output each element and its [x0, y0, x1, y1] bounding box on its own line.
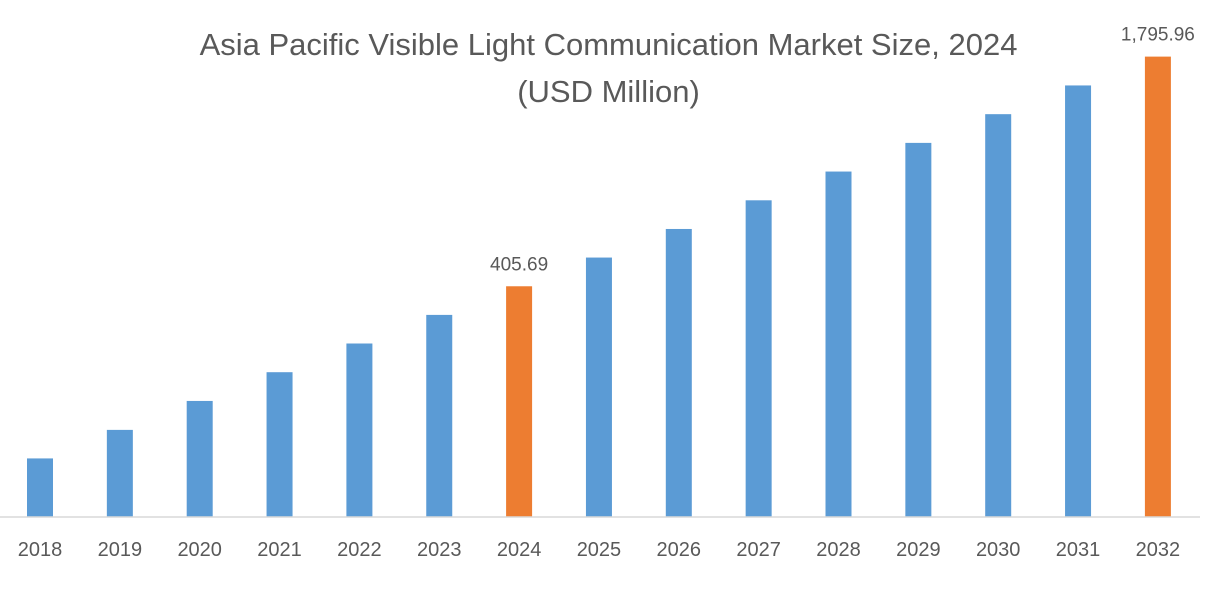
data-label-2024: 405.69 [490, 254, 548, 275]
x-tick-label: 2025 [577, 539, 622, 561]
bar-2022 [346, 343, 373, 517]
bar-2018 [27, 458, 53, 517]
x-tick-label: 2026 [657, 539, 702, 561]
bar-2028 [825, 171, 852, 518]
bar-2020 [186, 400, 213, 517]
bar-2024 [506, 286, 533, 517]
bar-2027 [745, 200, 772, 518]
x-tick-label: 2020 [177, 539, 222, 561]
x-tick-label: 2028 [816, 539, 861, 561]
x-tick-label: 2032 [1136, 539, 1181, 561]
bar-2026 [665, 228, 692, 517]
chart-title: Asia Pacific Visible Light Communication… [199, 27, 1018, 62]
x-tick-label: 2018 [18, 539, 63, 561]
x-tick-label: 2022 [337, 539, 382, 561]
bar-2019 [106, 429, 133, 517]
bar-2021 [266, 372, 293, 517]
x-tick-label: 2019 [98, 539, 143, 561]
bar-2032 [1144, 56, 1171, 517]
x-tick-label: 2031 [1056, 539, 1101, 561]
bar-2023 [426, 314, 453, 517]
bar-2025 [585, 257, 612, 517]
x-tick-label: 2027 [736, 539, 781, 561]
bar-2029 [905, 142, 932, 517]
bar-2031 [1065, 85, 1092, 518]
chart-subtitle: (USD Million) [517, 74, 700, 109]
x-tick-label: 2030 [976, 539, 1021, 561]
x-tick-label: 2021 [257, 539, 302, 561]
x-tick-label: 2023 [417, 539, 462, 561]
data-label-2032: 1,795.96 [1121, 25, 1195, 46]
x-tick-label: 2029 [896, 539, 941, 561]
bar-2030 [985, 114, 1012, 517]
x-tick-label: 2024 [497, 539, 542, 561]
